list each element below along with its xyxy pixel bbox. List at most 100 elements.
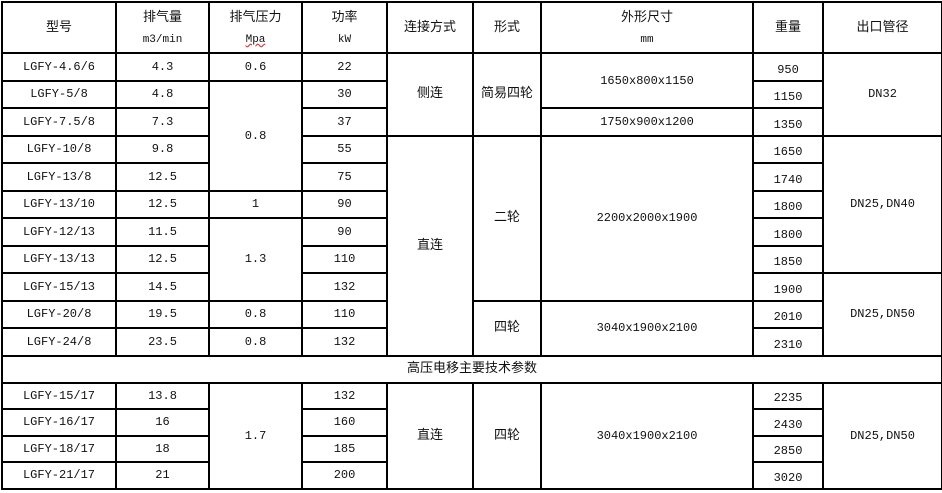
header-dimensions: 外形尺寸 mm [540, 1, 754, 54]
cell-pressure: 0.8 [208, 79, 303, 192]
header-dimensions-label: 外形尺寸 [620, 10, 673, 25]
cell-flow: 19.5 [115, 299, 210, 329]
table-row: LGFY-18/17 18 185 2850 [1, 434, 942, 463]
cell-model: LGFY-7.5/8 [1, 107, 117, 137]
section-title: 高压电移主要技术参数 [1, 354, 942, 384]
header-outlet: 出口管径 [822, 1, 942, 54]
cell-power: 200 [301, 461, 388, 490]
cell-weight: 2010 [752, 299, 824, 329]
cell-model: LGFY-15/13 [1, 272, 117, 302]
cell-flow: 13.8 [115, 381, 210, 410]
header-model: 型号 [1, 1, 117, 54]
cell-dimensions: 2200x2000x1900 [540, 134, 754, 302]
cell-connection: 直连 [386, 381, 474, 490]
cell-weight: 1800 [752, 217, 824, 247]
header-power-label: 功率 [331, 10, 358, 25]
cell-model: LGFY-21/17 [1, 461, 117, 490]
cell-model: LGFY-10/8 [1, 134, 117, 164]
cell-outlet: DN25,DN40 [822, 134, 942, 274]
cell-flow: 12.5 [115, 244, 210, 274]
header-power: 功率 kW [301, 1, 388, 54]
cell-power: 160 [301, 408, 388, 437]
cell-power: 110 [301, 244, 388, 274]
cell-connection: 侧连 [386, 52, 474, 137]
cell-pressure: 1.3 [208, 217, 303, 302]
cell-dimensions: 1750x900x1200 [540, 107, 754, 137]
cell-weight: 1740 [752, 162, 824, 192]
cell-flow: 4.3 [115, 52, 210, 82]
table-row: LGFY-15/17 13.8 1.7 132 直连 四轮 3040x1900x2100 22… [1, 381, 942, 490]
cell-flow: 23.5 [115, 327, 210, 357]
cell-weight: 3020 [752, 461, 824, 490]
cell-flow: 4.8 [115, 79, 210, 109]
cell-form: 简易四轮 [472, 52, 542, 137]
table-row: LGFY-24/8 23.5 0.8 132 2310 [1, 327, 942, 357]
header-dimensions-unit: mm [640, 34, 654, 46]
cell-power: 55 [301, 134, 388, 164]
table-row: LGFY-7.5/8 7.3 37 1750x900x1200 1350 [1, 107, 942, 137]
cell-dimensions: 1650x800x1150 [540, 52, 754, 109]
table-row: LGFY-20/8 19.5 0.8 110 四轮 3040x1900x2100 2010 [1, 299, 942, 357]
cell-power: 132 [301, 272, 388, 302]
cell-model: LGFY-24/8 [1, 327, 117, 357]
cell-power: 185 [301, 434, 388, 463]
cell-model: LGFY-13/8 [1, 162, 117, 192]
cell-flow: 12.5 [115, 162, 210, 192]
cell-weight: 1800 [752, 189, 824, 219]
cell-power: 75 [301, 162, 388, 192]
cell-flow: 12.5 [115, 189, 210, 219]
section-row: 高压电移主要技术参数 [1, 354, 942, 384]
header-weight: 重量 [752, 1, 824, 54]
cell-power: 30 [301, 79, 388, 109]
cell-form: 四轮 [472, 299, 542, 357]
cell-flow: 7.3 [115, 107, 210, 137]
cell-weight: 2850 [752, 434, 824, 463]
cell-flow: 9.8 [115, 134, 210, 164]
cell-weight: 1350 [752, 107, 824, 137]
cell-model: LGFY-12/13 [1, 217, 117, 247]
cell-model: LGFY-20/8 [1, 299, 117, 329]
cell-model: LGFY-18/17 [1, 434, 117, 463]
cell-outlet: DN25,DN50 [822, 381, 942, 490]
cell-flow: 18 [115, 434, 210, 463]
cell-dimensions: 3040x1900x2100 [540, 299, 754, 357]
table-row: LGFY-21/17 21 200 3020 [1, 461, 942, 490]
cell-model: LGFY-16/17 [1, 408, 117, 437]
cell-connection: 直连 [386, 134, 474, 357]
cell-pressure: 0.6 [208, 52, 303, 82]
cell-power: 37 [301, 107, 388, 137]
header-form: 形式 [472, 1, 542, 54]
table-row: LGFY-4.6/6 4.3 0.6 22 侧连 简易四轮 1650x800x1150 950… [1, 52, 942, 137]
cell-dimensions: 3040x1900x2100 [540, 381, 754, 490]
cell-form: 四轮 [472, 381, 542, 490]
cell-weight: 1900 [752, 272, 824, 302]
cell-model: LGFY-5/8 [1, 79, 117, 109]
cell-outlet: DN32 [822, 52, 942, 137]
table-row: LGFY-13/10 12.5 1 90 1800 [1, 189, 942, 219]
header-flow-label: 排气量 [142, 10, 182, 25]
cell-pressure: 1.7 [208, 381, 303, 490]
cell-model: LGFY-13/13 [1, 244, 117, 274]
cell-power: 132 [301, 327, 388, 357]
cell-power: 90 [301, 189, 388, 219]
cell-flow: 21 [115, 461, 210, 490]
cell-pressure: 0.8 [208, 299, 303, 329]
cell-model: LGFY-4.6/6 [1, 52, 117, 82]
cell-weight: 2430 [752, 408, 824, 437]
cell-weight: 950 [752, 52, 824, 82]
cell-flow: 16 [115, 408, 210, 437]
table-row: LGFY-13/13 12.5 110 1850 [1, 244, 942, 274]
cell-form: 二轮 [472, 134, 542, 302]
cell-flow: 14.5 [115, 272, 210, 302]
header-flow: 排气量 m3/min [115, 1, 210, 54]
cell-model: LGFY-13/10 [1, 189, 117, 219]
cell-outlet: DN25,DN50 [822, 272, 942, 357]
cell-weight: 1150 [752, 79, 824, 109]
table-row: LGFY-16/17 16 160 2430 [1, 408, 942, 437]
header-pressure: 排气压力 Mpa [208, 1, 303, 54]
header-power-unit: kW [337, 34, 352, 46]
cell-power: 90 [301, 217, 388, 247]
cell-power: 110 [301, 299, 388, 329]
table-row: LGFY-10/8 9.8 55 直连 二轮 2200x2000x1900 1650 DN25… [1, 134, 942, 357]
table-row: LGFY-13/8 12.5 75 1740 [1, 162, 942, 192]
